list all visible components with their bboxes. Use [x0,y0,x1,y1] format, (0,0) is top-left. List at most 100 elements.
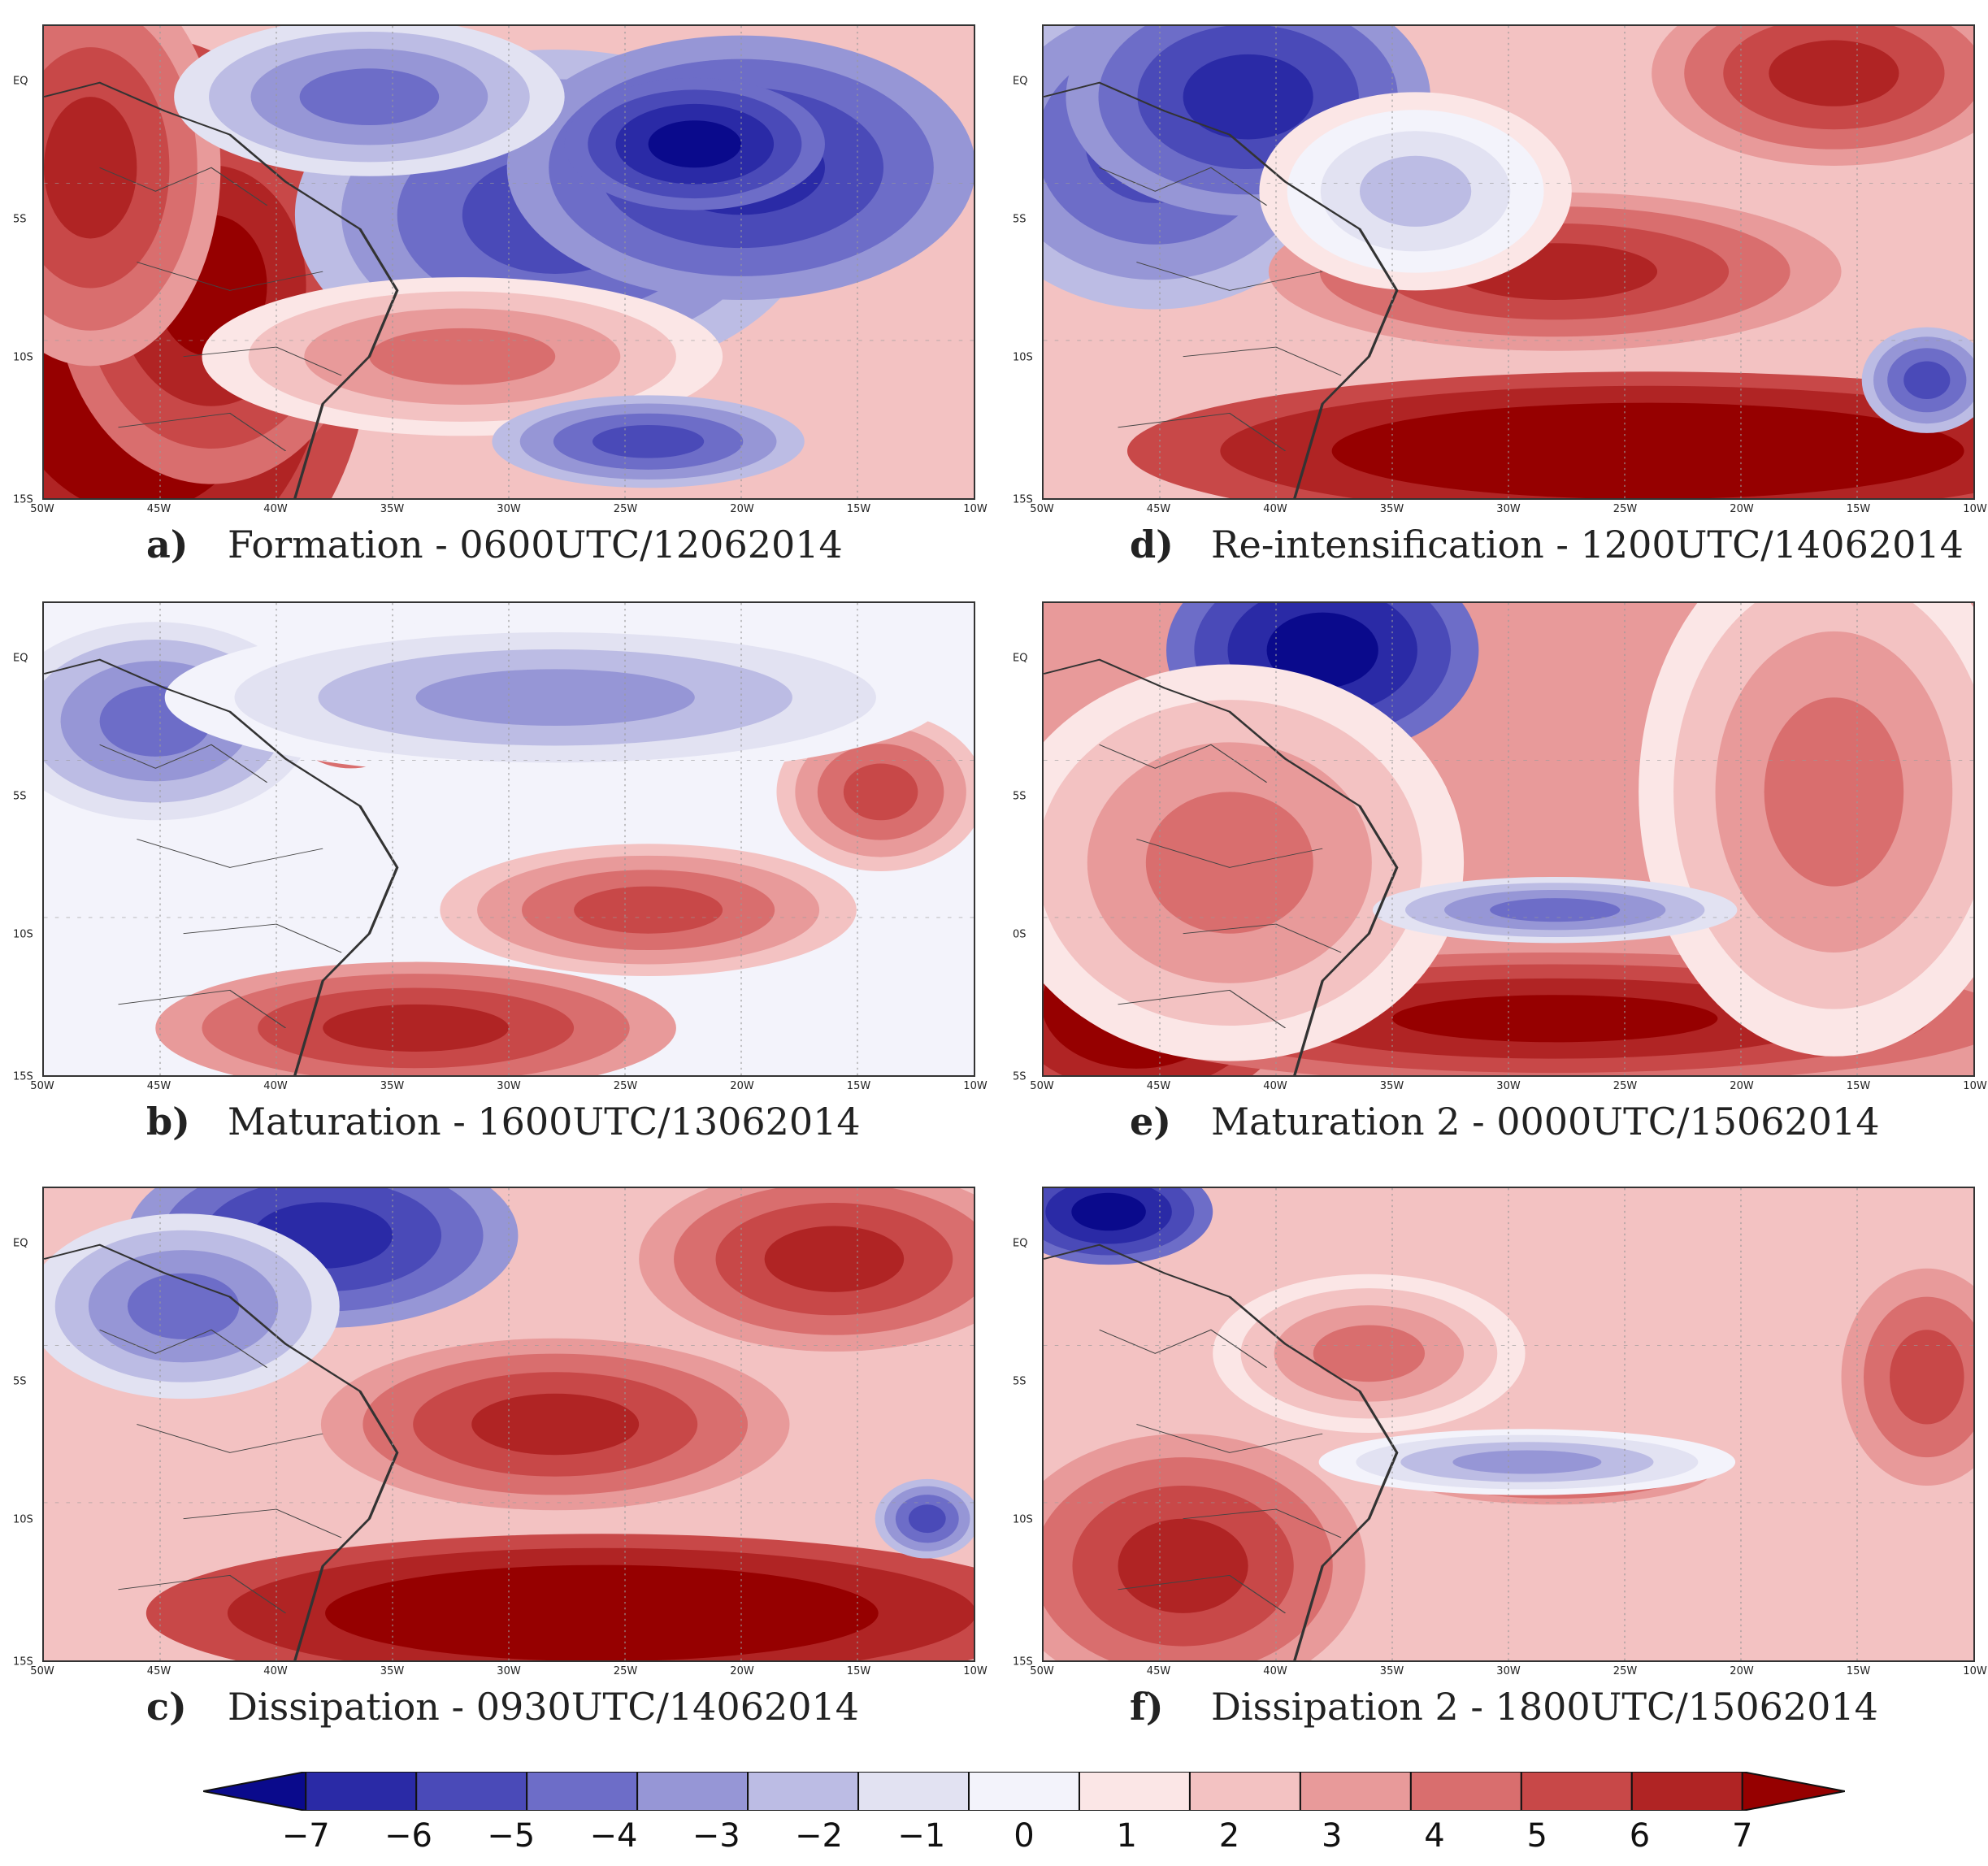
lon-tick-label: 20W [730,1080,754,1092]
lat-tick-label: 10S [13,351,33,363]
lat-tick-label: 10S [1013,1513,1033,1525]
map-d [1042,24,1975,500]
anomaly-contour [1071,1192,1146,1231]
colorbar-tick-label: 1 [1116,1817,1137,1855]
lon-tick-label: 20W [1730,1665,1754,1677]
panel-b: EQ 5S 10S 15S 50W 45W 40W 35W 30W 25W 20W 15W 10W b) M… [0,577,987,1162]
anomaly-contour [843,763,918,821]
panel-title: Formation - 0600UTC/12062014 [228,523,843,566]
lon-tick-label: 15W [1846,1080,1871,1092]
map-c [42,1187,975,1662]
colorbar-tick-label: −7 [281,1817,330,1855]
coastline [1044,658,1399,1075]
anomaly-contour [299,68,440,126]
colorbar-swatch [968,1772,1080,1811]
anomaly-field-c [44,1188,974,1660]
anomaly-contour [1118,1518,1248,1613]
panel-caption-a: a) Formation - 0600UTC/12062014 [146,523,843,566]
anomaly-contour [127,1273,240,1339]
lat-tick-label: EQ [1013,652,1028,665]
lon-tick-label: 35W [380,503,405,515]
anomaly-contour [1145,792,1313,934]
lon-tick-label: 50W [30,1665,54,1677]
lon-tick-label: 50W [1030,1665,1054,1677]
panel-letter: d) [1130,523,1174,566]
lat-tick-label: 10S [13,928,33,940]
lat-tick-label: 15S [13,1656,33,1669]
lat-tick-label: EQ [1013,75,1028,88]
lon-tick-label: 30W [497,503,521,515]
lon-tick-label: 30W [1496,503,1521,515]
map-a [42,24,975,500]
anomaly-contour [592,424,705,458]
lon-tick-label: 50W [30,503,54,515]
state-boundaries [1099,1329,1342,1614]
lon-tick-label: 30W [1496,1665,1521,1677]
lon-tick-label: 10W [1963,1080,1987,1092]
panel-title: Re-intensification - 1200UTC/14062014 [1211,523,1964,566]
lon-tick-label: 40W [1263,503,1287,515]
colorbar-tick-label: −1 [897,1817,946,1855]
anomaly-contour [908,1504,946,1534]
lat-tick-label: EQ [13,1237,28,1250]
colorbar-tick-label: 3 [1322,1817,1343,1855]
colorbar-tick-label: 6 [1629,1817,1651,1855]
lat-tick-label: EQ [1013,1237,1028,1250]
coastline [1044,81,1399,498]
colorbar-tick-label: 5 [1526,1817,1547,1855]
lat-tick-label: 10S [1013,351,1033,363]
lon-tick-label: 15W [1846,1665,1871,1677]
panel-letter: a) [146,523,189,566]
lon-tick-label: 30W [497,1080,521,1092]
lon-tick-label: 15W [846,1080,871,1092]
anomaly-contour [415,669,695,727]
panel-letter: b) [146,1100,190,1143]
state-boundaries [99,1329,342,1614]
anomaly-contour [44,97,137,239]
anomaly-contour [648,120,741,168]
lon-tick-label: 25W [613,503,638,515]
lon-tick-label: 40W [1263,1665,1287,1677]
lon-tick-label: 50W [30,1080,54,1092]
colorbar-swatch [1520,1772,1633,1811]
lat-tick-label: 15S [1013,1656,1033,1669]
anomaly-contour [1764,697,1904,887]
colorbar-max-arrow [1741,1772,1845,1811]
panel-letter: c) [146,1685,187,1729]
colorbar-tick-label: −2 [795,1817,843,1855]
state-boundaries [1099,167,1342,452]
lon-tick-label: 20W [730,1665,754,1677]
anomaly-contour [369,328,556,385]
map-b [42,601,975,1077]
lon-tick-label: 45W [146,1080,171,1092]
lon-tick-label: 40W [1263,1080,1287,1092]
colorbar-tick-label: 2 [1218,1817,1240,1855]
lon-tick-label: 35W [1379,1080,1404,1092]
lon-tick-label: 10W [1963,503,1987,515]
colorbar-swatch [857,1772,970,1811]
coastline [44,1243,399,1660]
anomaly-contour [1452,1450,1602,1474]
anomaly-contour [1359,155,1472,227]
lon-tick-label: 25W [613,1080,638,1092]
lon-tick-label: 40W [263,1080,288,1092]
lon-tick-label: 25W [1613,503,1638,515]
coastline [44,81,399,498]
colorbar-tick-label: 0 [1014,1817,1035,1855]
lon-tick-label: 40W [263,1665,288,1677]
anomaly-contour [1183,54,1313,140]
lon-tick-label: 45W [146,503,171,515]
panel-caption-c: c) Dissipation - 0930UTC/14062014 [146,1685,859,1729]
colorbar-swatch [305,1772,418,1811]
state-boundaries [99,744,342,1029]
panel-f: EQ 5S 10S 15S 50W 45W 40W 35W 30W 25W 20W 15W 10W f) D… [1000,1162,1988,1764]
lon-tick-label: 45W [146,1665,171,1677]
lon-tick-label: 25W [1613,1080,1638,1092]
anomaly-contour [1313,1325,1426,1382]
colorbar-swatch [1299,1772,1412,1811]
lat-tick-label: 5S [1013,213,1027,226]
lon-tick-label: 50W [1030,1080,1054,1092]
colorbar-swatch [636,1772,749,1811]
lat-tick-label: 15S [13,493,33,506]
colorbar [203,1772,1845,1811]
